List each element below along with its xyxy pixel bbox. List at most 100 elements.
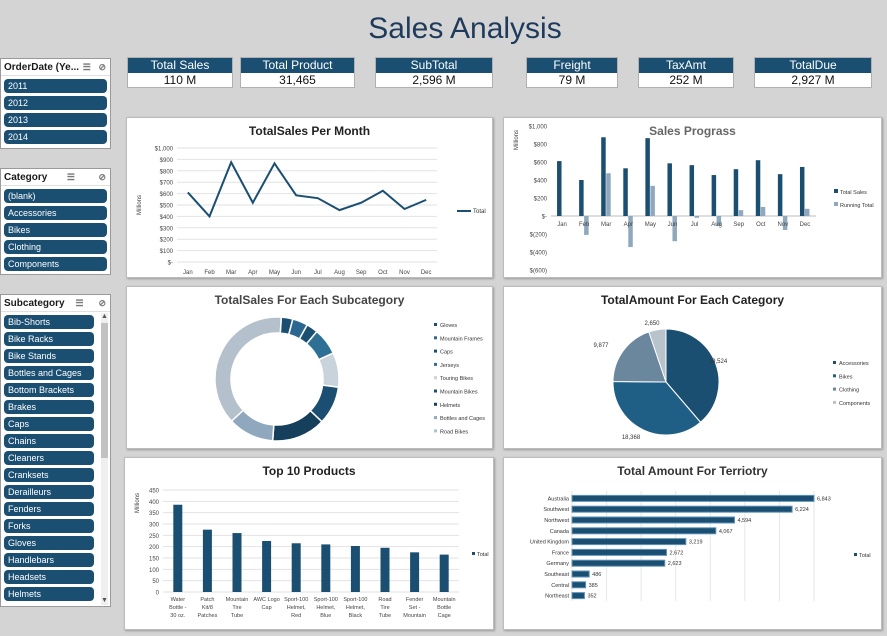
slicer-item[interactable]: Chains [4, 434, 94, 448]
slicer-item[interactable]: Bike Racks [4, 332, 94, 346]
slicer-item[interactable]: Accessories [4, 206, 107, 220]
x-tick-label: Apr [248, 270, 257, 276]
slicer-item[interactable]: Cleaners [4, 451, 94, 465]
legend-label: Mountain Bikes [440, 390, 478, 396]
bar [380, 547, 390, 592]
bar-0 [579, 180, 584, 216]
slicer-item[interactable]: Bottom Brackets [4, 383, 94, 397]
chart-sales-progress: Sales Prograss $(600) $(400) $(200) $- $200 $… [503, 117, 882, 278]
x-tick-label: Apr [624, 222, 633, 228]
slicer-item[interactable]: Helmets [4, 587, 94, 601]
bar [571, 592, 585, 600]
legend-label: Clothing [839, 388, 859, 394]
legend-label: Jerseys [440, 363, 459, 369]
slicer-item[interactable]: 2011 [4, 79, 107, 93]
legend-label: Total [859, 553, 871, 559]
y-tick-label: $200 [534, 197, 548, 203]
y-tick-label: Central [551, 583, 569, 589]
data-label: 19,524 [709, 359, 728, 365]
slicer-item[interactable]: Components [4, 257, 107, 271]
scroll-up-icon[interactable]: ▲ [101, 313, 108, 320]
bar-1 [738, 210, 744, 216]
x-tick-label: Feb [579, 222, 590, 228]
y-tick-label: $1,000 [155, 147, 174, 153]
scrollbar[interactable]: ▲ ▼ [101, 313, 108, 605]
slicer-item[interactable]: 2013 [4, 113, 107, 127]
slicer-item[interactable]: Clothing [4, 240, 107, 254]
slicer-item[interactable]: 2012 [4, 96, 107, 110]
x-tick-label: Fender Set -Mountain [403, 597, 426, 619]
x-tick-label: Dec [421, 270, 432, 276]
x-tick-label: Jul [314, 270, 322, 276]
y-tick-label: 150 [149, 557, 160, 563]
slicer-item[interactable]: Bib-Shorts [4, 315, 94, 329]
y-tick-label: 300 [149, 523, 160, 529]
x-tick-label: Jun [668, 222, 678, 228]
slicer-item[interactable]: Caps [4, 417, 94, 431]
kpi-total-product-amount: Total Product Amount 31,465 [240, 57, 355, 88]
legend-swatch [833, 400, 836, 404]
y-tick-label: $400 [160, 215, 174, 221]
kpi-label: SubTotal [376, 58, 492, 73]
data-label: 2,672 [669, 550, 683, 556]
scroll-down-icon[interactable]: ▼ [101, 597, 108, 604]
bar [291, 543, 301, 592]
y-tick-label: Northwest [544, 518, 569, 524]
bar [410, 552, 420, 592]
slicer-category: Category ☰ ⊘ (blank) Accessories Bikes C… [0, 168, 111, 275]
legend-swatch [833, 387, 836, 391]
bar-1 [584, 216, 589, 235]
slicer-item[interactable]: (blank) [4, 189, 107, 203]
legend-label: Accessories [839, 361, 869, 367]
slicer-item[interactable]: Handlebars [4, 553, 94, 567]
x-tick-label: Mar [226, 270, 236, 276]
slicer-item[interactable]: 2014 [4, 130, 107, 144]
kpi-value: 252 M [669, 73, 703, 87]
slicer-item[interactable]: Headsets [4, 570, 94, 584]
y-tick-label: $800 [160, 169, 174, 175]
chart-title: TotalSales Per Month [248, 124, 371, 138]
data-label: 352 [587, 594, 596, 600]
slicer-title: Subcategory [4, 297, 65, 309]
multi-select-icon[interactable]: ☰ [82, 61, 91, 72]
x-tick-label: Sep [733, 222, 744, 228]
legend-swatch [434, 362, 437, 366]
multi-select-icon[interactable]: ☰ [66, 171, 75, 182]
bar [571, 505, 793, 513]
slicer-item[interactable]: Gloves [4, 536, 94, 550]
slicer-item[interactable]: Fenders [4, 502, 94, 516]
slicer-item[interactable]: Bottles and Cages [4, 366, 94, 380]
slicer-item[interactable]: Cranksets [4, 468, 94, 482]
slicer-item[interactable]: Brakes [4, 400, 94, 414]
y-tick-label: Northeast [545, 594, 569, 600]
multi-select-icon[interactable]: ☰ [75, 297, 84, 308]
clear-filter-icon[interactable]: ⊘ [98, 297, 106, 308]
legend-label: Total [473, 209, 486, 215]
bar-1 [782, 216, 788, 230]
bar-1 [804, 208, 810, 216]
y-tick-label: 100 [149, 568, 160, 574]
clear-filter-icon[interactable]: ⊘ [98, 171, 106, 182]
slicer-item[interactable]: Derailleurs [4, 485, 94, 499]
chart-territory: Total Amount For Terriotry Australia 6,84… [503, 457, 882, 630]
bar-0 [667, 163, 672, 216]
bar [202, 529, 212, 592]
x-tick-label: Aug [334, 270, 345, 276]
y-tick-label: 50 [152, 579, 159, 585]
y-tick-label: $500 [160, 204, 174, 210]
x-tick-label: Oct [378, 270, 388, 276]
chart-title: Top 10 Products [262, 464, 356, 478]
bar-0 [755, 160, 761, 216]
donut-slice [214, 316, 283, 423]
slicer-item[interactable]: Bikes [4, 223, 107, 237]
slicer-item[interactable]: Bike Stands [4, 349, 94, 363]
kpi-label: TotalDue [755, 58, 871, 73]
x-tick-label: Nov [778, 222, 789, 228]
x-tick-label: Feb [204, 270, 215, 276]
x-tick-label: Jan [557, 222, 567, 228]
bar-1 [760, 207, 766, 216]
clear-filter-icon[interactable]: ⊘ [98, 61, 106, 72]
bar [262, 541, 272, 592]
scrollbar-thumb[interactable] [101, 323, 108, 458]
slicer-item[interactable]: Forks [4, 519, 94, 533]
